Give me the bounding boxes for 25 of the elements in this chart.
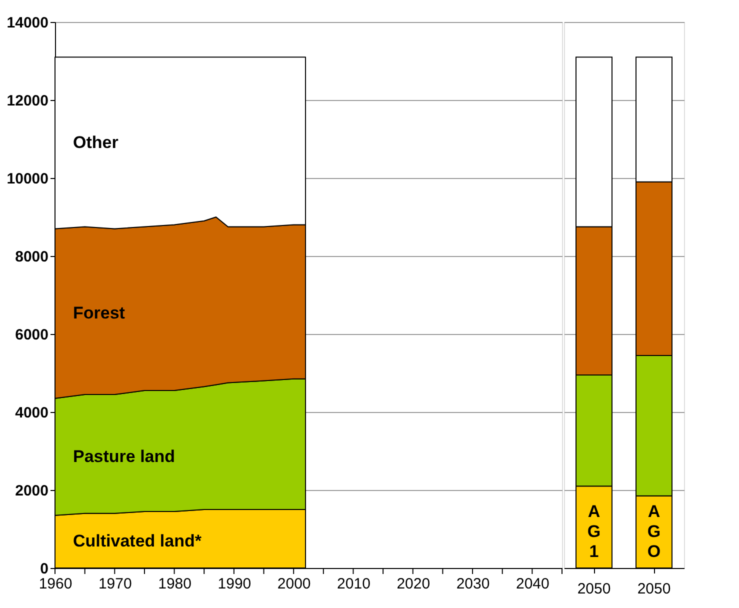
x-tick-label: 2050 [577,580,611,598]
annotation: AGO [647,502,661,561]
y-tick-label: 10000 [6,170,48,188]
x-tick-label: 1970 [98,576,132,592]
x-tick-label: 2040 [516,576,550,592]
y-tick-label: 8000 [15,248,48,266]
series-label: Other [73,132,119,152]
x-tick-label: 2000 [277,576,311,592]
x-tick-label: 2050 [637,580,671,598]
y-tick-label: 4000 [15,404,48,422]
y-tick-label: 6000 [15,326,48,344]
series-label: Forest [73,304,126,323]
annotation: AG1 [587,502,601,561]
series-label: Pasture land [73,446,176,466]
x-tick-label: 1990 [218,576,252,592]
x-tick-label: 2030 [456,576,490,592]
x-tick-label: 1960 [38,576,72,592]
x-tick-label: 2020 [396,576,430,592]
y-tick-label: 2000 [15,482,48,500]
series-label: Cultivated land* [73,532,202,551]
y-tick-label: 0 [40,560,48,578]
x-tick-label: 1980 [158,576,192,592]
y-tick-label: 14000 [6,14,48,32]
x-tick-label: 2010 [337,576,370,592]
y-tick-label: 12000 [6,92,48,110]
